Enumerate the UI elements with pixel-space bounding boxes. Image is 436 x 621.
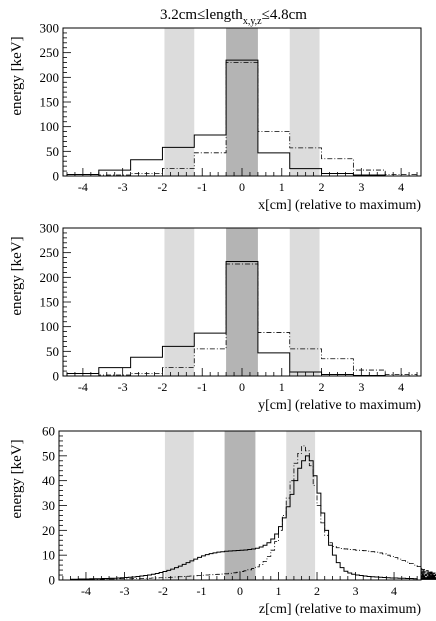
- y-tick-label: 40: [42, 473, 55, 488]
- x-tick-label: 2: [319, 380, 325, 394]
- y-tick-label: 150: [40, 295, 60, 310]
- series-dashdot-x: [66, 62, 418, 177]
- y-axis-label: energy [keV]: [9, 236, 25, 315]
- x-tick-label: 4: [391, 584, 397, 598]
- x-tick-label: 1: [279, 180, 285, 194]
- chart-panel-x: -4 -3 -2 -1 0 1 2 3 4 0 50 100 150 200 250 300 x[cm] (re…: [9, 21, 422, 213]
- y-tick-label: 60: [42, 424, 55, 439]
- y-tick-label: 50: [46, 344, 59, 359]
- x-tick-label: -2: [157, 180, 167, 194]
- x-axis-label: y[cm] (relative to maximum): [258, 398, 421, 413]
- x-tick-label: 0: [237, 584, 243, 598]
- x-tick-label: 1: [276, 584, 282, 598]
- y-tick-label: 0: [53, 369, 60, 384]
- figure-title-main: 3.2cm≤length: [160, 7, 243, 23]
- shaded-band-0: [164, 28, 195, 176]
- x-tick-label: -3: [118, 180, 128, 194]
- y-tick-label: 200: [40, 70, 60, 85]
- x-tick-label: -2: [157, 380, 167, 394]
- x-tick-label: 1: [279, 380, 285, 394]
- shaded-band-2: [289, 28, 320, 176]
- x-tick-label: -4: [78, 180, 88, 194]
- figure-title: 3.2cm≤lengthx,y,z≤4.8cm: [160, 7, 307, 27]
- x-tick-label: -3: [118, 380, 128, 394]
- y-axis-label: energy [keV]: [9, 439, 25, 518]
- x-tick-label: -4: [78, 380, 88, 394]
- x-tick-label: -4: [81, 584, 91, 598]
- series-dashdot-y: [66, 263, 418, 377]
- x-tick-label: -1: [197, 180, 207, 194]
- x-tick-label: -3: [119, 584, 129, 598]
- y-tick-label: 20: [42, 523, 55, 538]
- y-tick-label: 300: [40, 21, 60, 36]
- shaded-band-2: [289, 228, 320, 376]
- x-axis-label: x[cm] (relative to maximum): [258, 198, 421, 213]
- y-tick-label: 100: [40, 319, 60, 334]
- shaded-band-1: [224, 431, 256, 580]
- shaded-band-1: [226, 228, 258, 376]
- x-tick-label: 3: [353, 584, 359, 598]
- figure-title-subscript: x,y,z: [243, 16, 262, 27]
- x-tick-label: 3: [358, 180, 364, 194]
- y-tick-label: 50: [42, 448, 55, 463]
- y-axis-label: energy [keV]: [9, 36, 25, 115]
- y-tick-label: 100: [40, 119, 60, 134]
- x-tick-label: 0: [239, 380, 245, 394]
- x-tick-label: 4: [398, 180, 404, 194]
- y-tick-label: 200: [40, 270, 60, 285]
- shaded-band-1: [226, 28, 258, 176]
- x-tick-label: 3: [358, 380, 364, 394]
- y-tick-label: 300: [40, 221, 60, 236]
- x-tick-label: 0: [239, 180, 245, 194]
- y-tick-label: 0: [49, 573, 56, 588]
- x-tick-label: 2: [319, 180, 325, 194]
- x-tick-label: -2: [158, 584, 168, 598]
- shaded-band-2: [286, 431, 316, 580]
- y-tick-label: 0: [53, 169, 60, 184]
- shaded-band-0: [164, 431, 194, 580]
- y-tick-label: 250: [40, 245, 60, 260]
- y-tick-label: 250: [40, 45, 60, 60]
- x-axis-label: z[cm] (relative to maximum): [259, 602, 421, 617]
- chart-panel-y: -4 -3 -2 -1 0 1 2 3 4 0 50 100 150 200 250 300 y[cm] (re…: [9, 221, 422, 413]
- x-tick-label: 4: [398, 380, 404, 394]
- series-dashdot-z: [70, 445, 436, 580]
- x-tick-label: -1: [196, 584, 206, 598]
- x-tick-label: -1: [197, 380, 207, 394]
- y-tick-label: 10: [42, 548, 55, 563]
- y-tick-label: 30: [42, 498, 55, 513]
- y-tick-label: 50: [46, 144, 59, 159]
- series-solid-z: [70, 455, 418, 580]
- figure-title-end: ≤4.8cm: [262, 7, 308, 23]
- shaded-band-0: [164, 228, 195, 376]
- y-tick-label: 150: [40, 95, 60, 110]
- x-tick-label: 2: [314, 584, 320, 598]
